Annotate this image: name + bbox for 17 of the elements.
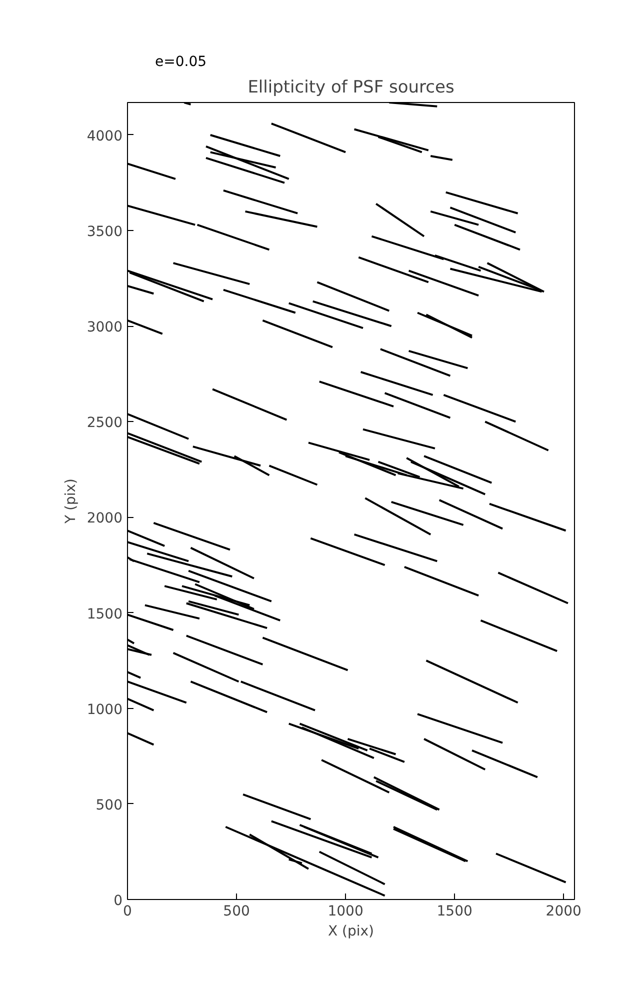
y-tick-label: 1500 xyxy=(86,606,123,622)
y-axis-title: Y (pix) xyxy=(62,478,79,524)
y-tick-label: 4000 xyxy=(86,128,123,144)
y-tick-label: 0 xyxy=(114,893,123,909)
y-tick-label: 1000 xyxy=(86,702,123,718)
x-tick-label: 500 xyxy=(223,904,250,920)
y-tick-label: 2000 xyxy=(86,510,123,527)
x-tick-label: 1000 xyxy=(328,904,364,920)
y-tick-label: 500 xyxy=(96,797,123,814)
y-tick-label: 2500 xyxy=(86,415,123,432)
chart-title: Ellipticity of PSF sources xyxy=(248,78,454,98)
y-tick-label: 3500 xyxy=(86,224,123,240)
y-tick-label: 3000 xyxy=(86,320,123,336)
text: e=0.05 xyxy=(155,54,207,70)
x-axis-title: X (pix) xyxy=(328,924,374,940)
x-tick-label: 1500 xyxy=(436,904,472,920)
x-tick-label: 2000 xyxy=(546,904,582,920)
